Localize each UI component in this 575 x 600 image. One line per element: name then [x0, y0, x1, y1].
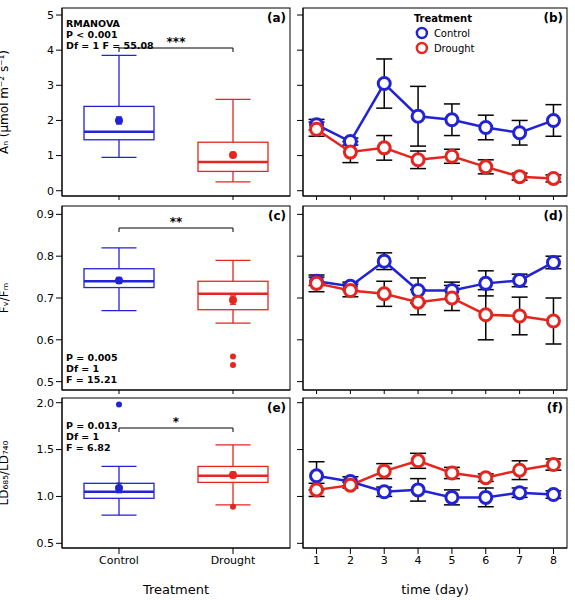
svg-text:Fᵥ/Fₘ: Fᵥ/Fₘ [8, 283, 11, 313]
svg-text:6: 6 [482, 554, 489, 567]
svg-text:5: 5 [47, 9, 54, 22]
svg-text:(f): (f) [547, 401, 563, 415]
svg-text:Df = 1 F = 55.08: Df = 1 F = 55.08 [66, 40, 154, 51]
svg-text:(e): (e) [267, 401, 286, 415]
svg-text:Drought: Drought [434, 43, 475, 54]
svg-text:(d): (d) [543, 209, 563, 223]
svg-text:7: 7 [516, 554, 523, 567]
svg-text:Control: Control [434, 28, 470, 39]
svg-text:**: ** [170, 215, 183, 229]
svg-text:0.7: 0.7 [37, 292, 55, 305]
svg-text:Treatment: Treatment [142, 582, 209, 597]
svg-text:***: *** [167, 35, 187, 49]
svg-text:(c): (c) [268, 209, 286, 223]
svg-text:Aₙ (μmol m⁻² s⁻¹): Aₙ (μmol m⁻² s⁻¹) [8, 50, 11, 154]
svg-text:0.8: 0.8 [37, 250, 55, 263]
svg-text:0.5: 0.5 [37, 376, 55, 389]
svg-text:1.5: 1.5 [37, 443, 55, 456]
svg-text:Control: Control [99, 554, 139, 567]
svg-text:F = 6.82: F = 6.82 [66, 442, 111, 453]
svg-text:0.9: 0.9 [37, 208, 55, 221]
svg-text:(a): (a) [267, 11, 286, 25]
svg-text:Treatment: Treatment [414, 13, 472, 24]
svg-text:P = 0.013: P = 0.013 [66, 420, 118, 431]
svg-text:0.5: 0.5 [37, 537, 55, 550]
svg-text:LD₆₈₅/LD₇₄₀: LD₆₈₅/LD₇₄₀ [8, 440, 11, 505]
svg-text:0: 0 [47, 185, 54, 198]
svg-text:P < 0.001: P < 0.001 [66, 29, 118, 40]
svg-text:*: * [173, 415, 180, 429]
svg-text:5: 5 [448, 554, 455, 567]
svg-text:F = 15.21: F = 15.21 [66, 374, 117, 385]
svg-text:8: 8 [550, 554, 557, 567]
svg-text:4: 4 [415, 554, 422, 567]
svg-text:RMANOVA: RMANOVA [66, 18, 121, 29]
svg-text:1.0: 1.0 [37, 490, 55, 503]
svg-text:2: 2 [47, 114, 54, 127]
svg-text:Df = 1: Df = 1 [66, 363, 99, 374]
svg-text:1: 1 [47, 149, 54, 162]
svg-text:0.6: 0.6 [37, 334, 55, 347]
svg-text:3: 3 [381, 554, 388, 567]
svg-text:time (day): time (day) [401, 582, 469, 597]
svg-text:4: 4 [47, 44, 54, 57]
svg-text:2: 2 [347, 554, 354, 567]
svg-text:Drought: Drought [211, 554, 256, 567]
svg-text:2.0: 2.0 [37, 397, 55, 410]
svg-text:3: 3 [47, 79, 54, 92]
svg-text:(b): (b) [543, 11, 563, 25]
svg-text:Df = 1: Df = 1 [66, 431, 99, 442]
svg-text:P = 0.005: P = 0.005 [66, 352, 118, 363]
svg-text:1: 1 [313, 554, 320, 567]
